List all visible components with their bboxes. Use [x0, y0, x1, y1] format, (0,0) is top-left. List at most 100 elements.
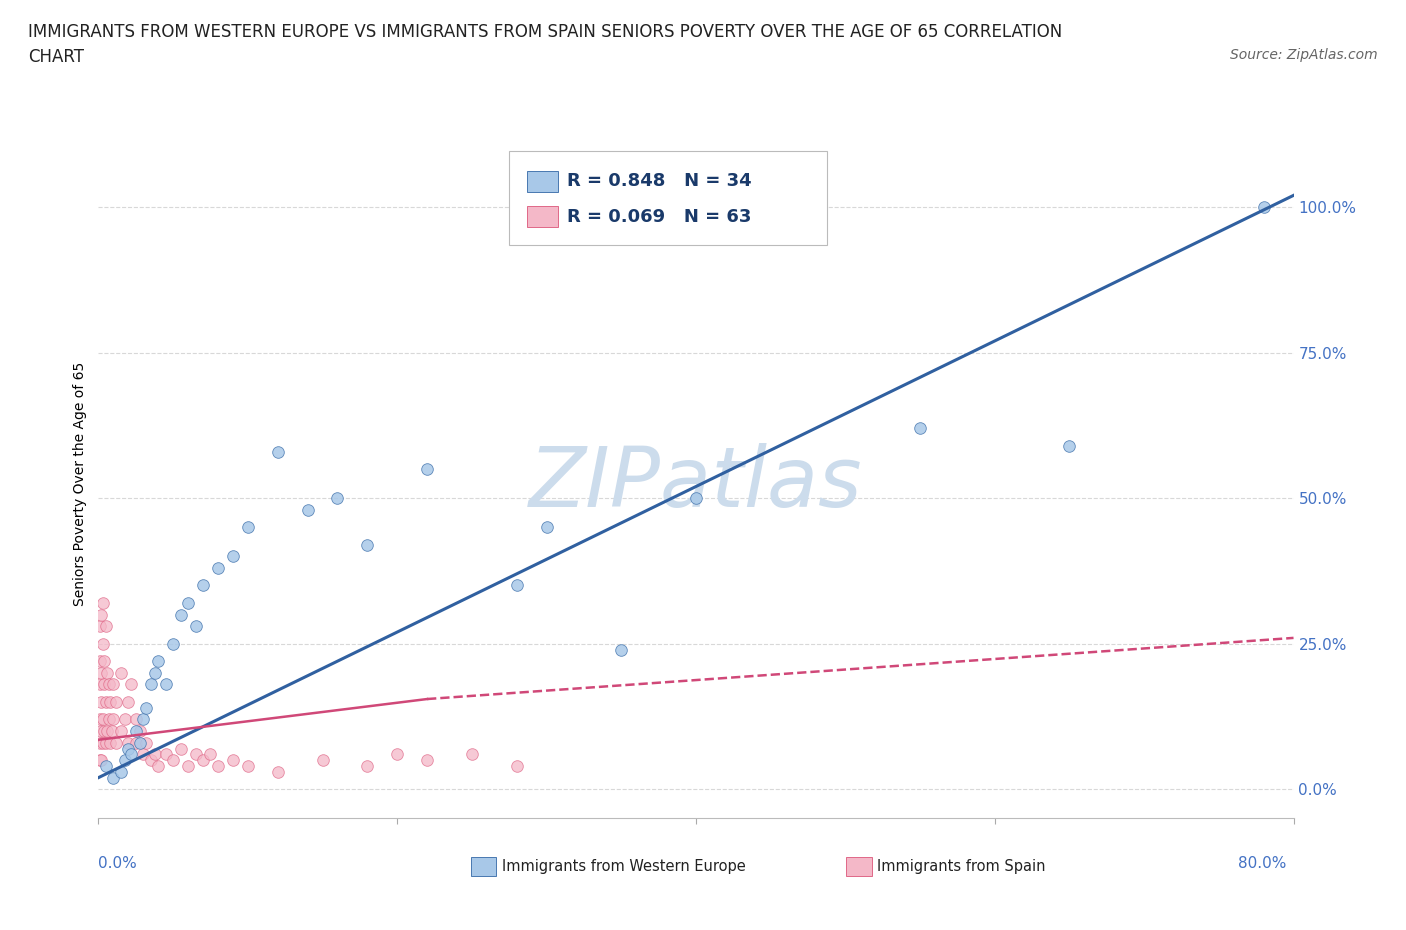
Point [311, 752, 333, 767]
Point [94, 759, 117, 774]
Point [117, 741, 139, 756]
Text: R = 0.848   N = 34: R = 0.848 N = 34 [567, 172, 751, 191]
Point [105, 736, 128, 751]
Point [207, 561, 229, 576]
Text: 0.0%: 0.0% [98, 856, 138, 870]
Point [90, 695, 112, 710]
Text: ZIPatlas: ZIPatlas [529, 443, 863, 525]
Point [103, 770, 125, 785]
Point [461, 747, 484, 762]
Point [143, 747, 166, 762]
Point [96, 665, 118, 680]
Point [297, 502, 319, 517]
Point [94, 736, 117, 751]
Point [267, 764, 290, 779]
Point [169, 741, 191, 756]
Point [98, 695, 122, 710]
Point [97, 712, 120, 727]
Point [93, 677, 115, 692]
Point [155, 747, 177, 762]
Point [132, 747, 155, 762]
Point [94, 618, 117, 633]
Point [89, 677, 111, 692]
Point [184, 747, 207, 762]
Point [91, 712, 114, 727]
Point [129, 724, 152, 738]
Point [143, 665, 166, 680]
Point [685, 491, 707, 506]
Point [114, 712, 136, 727]
Y-axis label: Seniors Poverty Over the Age of 65: Seniors Poverty Over the Age of 65 [73, 362, 87, 605]
Point [120, 677, 142, 692]
Point [385, 747, 409, 762]
Point [125, 712, 148, 727]
Point [610, 642, 633, 657]
Point [89, 618, 111, 633]
Point [89, 752, 111, 767]
Point [110, 764, 132, 779]
Point [90, 665, 112, 680]
Point [89, 712, 111, 727]
Point [1253, 200, 1275, 215]
Point [356, 759, 378, 774]
Point [125, 736, 148, 751]
Point [184, 618, 207, 633]
Point [222, 752, 245, 767]
Text: IMMIGRANTS FROM WESTERN EUROPE VS IMMIGRANTS FROM SPAIN SENIORS POVERTY OVER THE: IMMIGRANTS FROM WESTERN EUROPE VS IMMIGR… [28, 23, 1063, 41]
Point [132, 712, 155, 727]
Point [139, 677, 162, 692]
Text: CHART: CHART [28, 48, 84, 66]
Point [267, 445, 290, 459]
Point [129, 736, 152, 751]
Point [101, 724, 124, 738]
Point [135, 700, 157, 715]
Point [155, 677, 177, 692]
Point [91, 636, 114, 651]
Point [416, 752, 439, 767]
Point [93, 724, 115, 738]
Point [177, 759, 200, 774]
Point [89, 736, 111, 751]
Point [191, 578, 214, 593]
Text: Immigrants from Spain: Immigrants from Spain [877, 859, 1046, 874]
Point [536, 520, 558, 535]
Point [91, 595, 114, 610]
Point [89, 654, 111, 669]
Point [207, 759, 229, 774]
Point [908, 421, 931, 436]
Point [90, 724, 112, 738]
Point [110, 665, 132, 680]
Point [110, 724, 132, 738]
Point [162, 752, 184, 767]
Point [103, 712, 125, 727]
Point [148, 654, 170, 669]
Point [96, 724, 118, 738]
Point [93, 654, 115, 669]
Point [94, 695, 117, 710]
Point [416, 461, 439, 476]
Point [177, 595, 200, 610]
Text: 80.0%: 80.0% [1239, 856, 1286, 870]
Text: R = 0.069   N = 63: R = 0.069 N = 63 [567, 207, 751, 226]
Point [135, 736, 157, 751]
Point [148, 759, 170, 774]
Text: Immigrants from Western Europe: Immigrants from Western Europe [502, 859, 745, 874]
Point [162, 636, 184, 651]
Point [236, 520, 259, 535]
Point [97, 677, 120, 692]
Point [91, 736, 114, 751]
Point [326, 491, 349, 506]
Point [356, 538, 378, 552]
Point [90, 607, 112, 622]
Point [200, 747, 222, 762]
Point [236, 759, 259, 774]
Point [98, 736, 122, 751]
Point [506, 759, 529, 774]
Point [125, 724, 148, 738]
Point [139, 752, 162, 767]
Point [191, 752, 214, 767]
Point [103, 677, 125, 692]
Point [114, 752, 136, 767]
Point [117, 736, 139, 751]
Point [169, 607, 191, 622]
